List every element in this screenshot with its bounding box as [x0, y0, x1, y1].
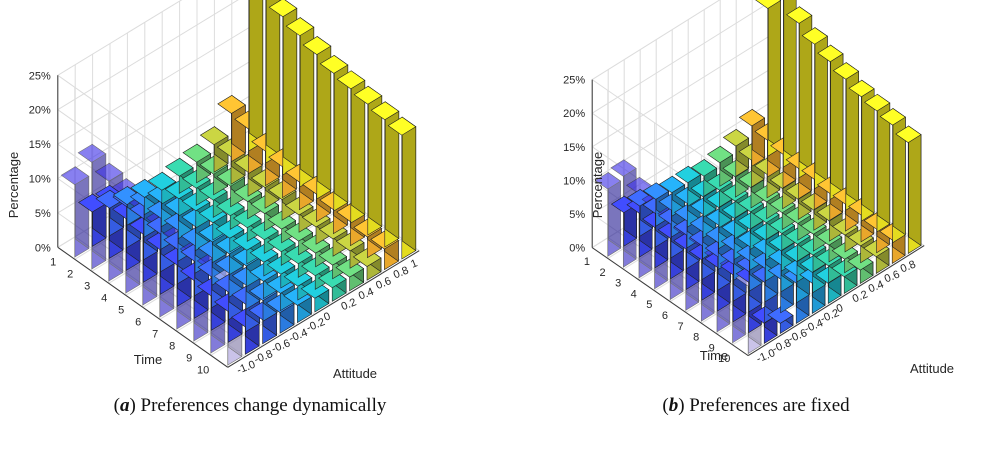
caption-b-tag: b	[668, 395, 679, 416]
chart-a-axes	[57, 75, 420, 368]
chart-a-bar	[60, 166, 90, 258]
chart-b-bar	[895, 125, 922, 255]
chart-a-attitude-tick: 0.8	[392, 265, 411, 282]
chart-a-z-tick: 10%	[29, 174, 51, 186]
chart-b-bar	[755, 0, 782, 157]
chart-b-attitude-tick: 0.6	[883, 269, 902, 286]
chart-b-time-tick: 3	[615, 278, 621, 290]
chart-b-bar	[879, 107, 906, 244]
chart-b-bar	[767, 306, 794, 335]
chart-b-z-tick: 20%	[563, 108, 585, 120]
chart-b-time-tick: 8	[693, 332, 699, 344]
chart-a-attitude-tick: 1	[409, 257, 419, 270]
chart-a-bar	[387, 116, 417, 260]
chart-a-bar	[319, 54, 349, 212]
chart-b-time-tick: 1	[584, 256, 590, 268]
chart-a-attitude-tick: 0.4	[357, 286, 376, 303]
chart-b-attitude-tick: 0	[835, 302, 845, 315]
chart-b-bar	[864, 93, 891, 233]
caption-a: (a) Preferences change dynamically	[113, 395, 387, 416]
chart-b-zlabel: Percentage	[590, 152, 605, 219]
chart-b-z-tick: 10%	[563, 175, 585, 187]
chart-b-time-tick: 4	[631, 288, 637, 300]
chart-a-time-tick: 8	[169, 340, 175, 352]
chart-a-bar	[268, 0, 298, 176]
chart-a-bar	[78, 193, 107, 247]
chart-a-bar	[285, 17, 315, 188]
chart-b-xlabel: Attitude	[910, 361, 954, 376]
chart-b-z-tick: 25%	[563, 75, 585, 87]
chart-b-bar	[594, 171, 622, 257]
caption-b: (b) Preferences are fixed	[662, 395, 850, 416]
chart-b-time-tick: 9	[709, 342, 715, 354]
chart-a-time-tick: 5	[118, 304, 124, 316]
chart-a-zlabel: Percentage	[6, 152, 21, 219]
chart-panel-a: 0% 5% 10% 15% 20% 25% 1 2 3 4 5 6 7 8 9 10 -1.0 -0.8 -0.6-…	[0, 0, 500, 451]
chart-a-time-tick: 9	[186, 352, 192, 364]
chart-a-time-tick: 6	[135, 316, 141, 328]
chart-a-bars	[60, 0, 417, 366]
chart-b-time-tick: 6	[662, 310, 668, 322]
chart-a-ylabel: Time	[134, 352, 162, 367]
caption-b-text: Preferences are fixed	[689, 395, 850, 416]
chart-b-bars	[594, 0, 922, 355]
chart-b-z-tick: 5%	[569, 209, 585, 221]
chart-b-bar	[848, 79, 875, 222]
chart-panel-b: 0% 5% 10% 15% 20% 25% 1 2 3 4 5 6 7 8 9 10 -1.0 -0.8 -0.6-…	[505, 0, 1007, 451]
chart-b-attitude-tick: 0.2	[851, 289, 870, 306]
chart-a-z-tick: 0%	[35, 242, 51, 254]
chart-a-time-tick: 10	[197, 364, 209, 376]
chart-a-z-tick: 5%	[35, 208, 51, 220]
chart-b-ylabel: Time	[700, 348, 728, 363]
chart-b-time-tick: 5	[646, 299, 652, 311]
caption-a-tag: a	[119, 395, 130, 416]
chart-b-bar	[817, 44, 844, 201]
chart-b-bar	[786, 6, 813, 179]
chart-a-bar	[336, 70, 366, 224]
chart-a-bar	[353, 85, 383, 236]
chart-b-time-tick: 2	[599, 267, 605, 279]
chart-a-attitude-tick: 0.2	[340, 296, 359, 313]
caption-a-text: Preferences change dynamically	[140, 395, 387, 416]
chart-a-attitude-tick: 0	[322, 310, 332, 323]
chart-a-time-tick: 7	[152, 328, 158, 340]
chart-a-z-tick: 20%	[29, 105, 51, 117]
chart-a-time-tick: 2	[67, 268, 73, 280]
chart-a-bar	[248, 0, 264, 152]
chart-a-bar	[370, 101, 400, 248]
chart-a-bar	[302, 35, 332, 200]
chart-b-z-tick: 15%	[563, 142, 585, 154]
chart-b-time-tick: 7	[677, 321, 683, 333]
chart-a-time-tick: 1	[50, 256, 56, 268]
chart-b-bar	[674, 165, 702, 207]
chart-a-z-tick: 15%	[29, 139, 51, 151]
chart-b-axes	[591, 79, 925, 357]
chart-b-attitude-tick: 0.4	[867, 279, 886, 296]
chart-a-time-tick: 3	[84, 280, 90, 292]
chart-b-attitude-tick: 0.8	[899, 259, 918, 276]
chart-b-z-tick: 0%	[569, 243, 585, 255]
chart-a-time-tick: 4	[101, 292, 107, 304]
chart-a-attitude-tick: 0.6	[374, 275, 393, 292]
chart-b-bar	[801, 27, 828, 190]
chart-b-time-tick: 10	[718, 353, 730, 365]
chart-a-xlabel: Attitude	[333, 366, 377, 381]
chart-a-z-tick: 25%	[29, 70, 51, 82]
